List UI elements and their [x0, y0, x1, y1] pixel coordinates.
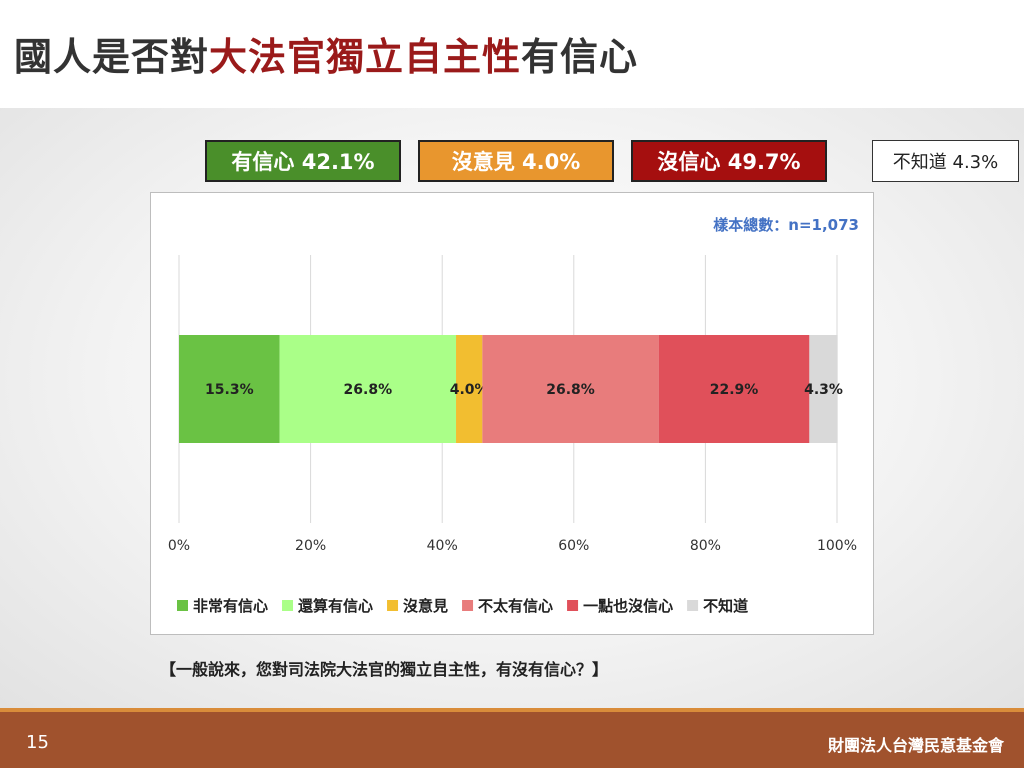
- footer-divider: [0, 708, 1024, 712]
- legend-swatch: [177, 600, 188, 611]
- x-tick-label: 80%: [690, 538, 721, 554]
- title-prefix: 國人是否對: [14, 35, 210, 79]
- data-label: 4.3%: [804, 382, 843, 398]
- bar-segment: [179, 335, 280, 443]
- bar-segment: [279, 335, 457, 443]
- legend-item: 不知道: [687, 597, 748, 615]
- footer-bar: 15 財團法人台灣民意基金會: [0, 712, 1024, 768]
- legend-swatch: [282, 600, 294, 611]
- sample-size-label: 樣本總數：n=1,073: [713, 216, 859, 234]
- title-suffix: 有信心: [521, 35, 639, 79]
- legend-item: 不太有信心: [462, 597, 553, 615]
- summary-box-confident: 有信心 42.1%: [205, 140, 401, 182]
- legend-label: 非常有信心: [193, 597, 268, 615]
- page-title: 國人是否對大法官獨立自主性有信心: [14, 26, 638, 81]
- legend-swatch: [387, 600, 399, 611]
- x-tick-label: 100%: [817, 538, 857, 554]
- survey-question: 【一般說來，您對司法院大法官的獨立自主性，有沒有信心？】: [160, 660, 609, 679]
- data-label: 4.0%: [450, 382, 489, 398]
- legend-label: 還算有信心: [298, 597, 373, 615]
- legend-label: 不知道: [703, 597, 748, 615]
- summary-box-not-confident: 沒信心 49.7%: [631, 140, 827, 182]
- x-tick-label: 20%: [295, 538, 326, 554]
- legend-item: 還算有信心: [282, 597, 373, 615]
- chart-panel: 樣本總數：n=1,073 15.3% 26.8% 4.0% 26.8% 22.9% 4.3…: [150, 192, 874, 635]
- legend-item: 沒意見: [387, 597, 448, 615]
- legend-item: 一點也沒信心: [567, 597, 673, 615]
- legend-swatch: [462, 600, 474, 611]
- bar-segment: [482, 335, 659, 443]
- data-label: 26.8%: [546, 382, 595, 398]
- bar-segment: [809, 335, 838, 443]
- summary-box-no-opinion: 沒意見 4.0%: [418, 140, 614, 182]
- organization-name: 財團法人台灣民意基金會: [827, 736, 1004, 755]
- x-tick-label: 60%: [558, 538, 589, 554]
- bar-segment: [456, 335, 483, 443]
- legend-item: 非常有信心: [177, 597, 268, 615]
- legend-swatch: [687, 600, 699, 611]
- stacked-bar-chart: 樣本總數：n=1,073 15.3% 26.8% 4.0% 26.8% 22.9% 4.3…: [168, 216, 859, 615]
- data-label: 15.3%: [205, 382, 254, 398]
- legend-swatch: [567, 600, 579, 611]
- page-number: 15: [26, 732, 49, 753]
- legend-label: 沒意見: [403, 597, 448, 615]
- legend-label: 一點也沒信心: [583, 597, 673, 615]
- data-label: 26.8%: [344, 382, 393, 398]
- summary-box-unknown: 不知道 4.3%: [872, 140, 1019, 182]
- x-tick-label: 40%: [427, 538, 458, 554]
- x-tick-label: 0%: [168, 538, 190, 554]
- title-highlight: 大法官獨立自主性: [209, 35, 522, 79]
- legend-label: 不太有信心: [478, 597, 553, 615]
- data-label: 22.9%: [710, 382, 759, 398]
- bar-segment: [658, 335, 810, 443]
